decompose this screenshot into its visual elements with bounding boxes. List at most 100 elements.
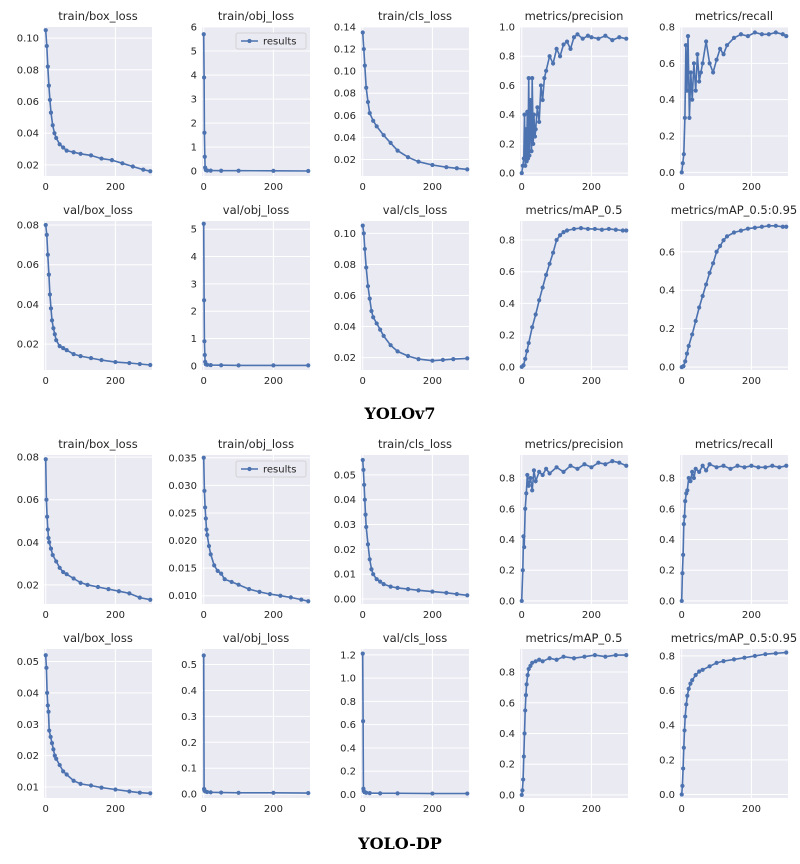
caption-yolo-dp: YOLO-DP bbox=[358, 834, 442, 853]
data-point bbox=[219, 363, 224, 368]
data-point bbox=[531, 468, 537, 473]
plot-area bbox=[680, 27, 788, 176]
data-point bbox=[416, 159, 421, 164]
y-tick-label: 0.03 bbox=[334, 520, 356, 531]
y-tick-label: 0.03 bbox=[17, 720, 39, 731]
x-tick-label: 0 bbox=[679, 182, 685, 193]
data-point bbox=[564, 39, 570, 44]
subplot-title: metrics/recall bbox=[695, 9, 773, 23]
data-point bbox=[369, 308, 374, 314]
data-point bbox=[416, 357, 421, 362]
data-point bbox=[378, 327, 383, 332]
data-point bbox=[592, 653, 598, 658]
data-point bbox=[71, 576, 76, 581]
data-point bbox=[267, 591, 273, 597]
data-point bbox=[523, 692, 529, 698]
data-point bbox=[550, 61, 556, 66]
y-tick-label: 0.06 bbox=[334, 291, 356, 302]
data-point bbox=[749, 463, 754, 468]
data-point bbox=[71, 150, 76, 155]
plot-area bbox=[680, 221, 788, 370]
plot-area bbox=[202, 221, 310, 370]
data-point bbox=[522, 545, 527, 550]
y-tick-label: 0.05 bbox=[17, 657, 39, 668]
data-point bbox=[564, 228, 570, 233]
data-point bbox=[43, 222, 48, 228]
plot-area bbox=[680, 649, 788, 798]
data-point bbox=[745, 226, 751, 231]
data-point bbox=[271, 790, 276, 795]
plot-area bbox=[44, 649, 152, 798]
data-point bbox=[444, 165, 449, 170]
data-point bbox=[271, 363, 276, 368]
x-tick-label: 200 bbox=[264, 804, 283, 815]
data-point bbox=[374, 321, 379, 326]
data-point bbox=[430, 791, 435, 796]
y-tick-label: 0.10 bbox=[334, 67, 356, 78]
data-point bbox=[582, 654, 587, 659]
data-point bbox=[364, 524, 369, 530]
y-tick-label: 0.2 bbox=[181, 738, 197, 749]
data-point bbox=[603, 33, 608, 38]
data-point bbox=[395, 148, 400, 153]
data-point bbox=[554, 46, 559, 52]
data-point bbox=[43, 28, 48, 33]
data-point bbox=[50, 552, 55, 558]
data-point bbox=[130, 164, 135, 169]
data-point bbox=[57, 762, 62, 768]
data-point bbox=[571, 656, 577, 661]
data-point bbox=[738, 228, 744, 233]
data-point bbox=[127, 789, 132, 794]
plot-area bbox=[44, 455, 152, 604]
data-point bbox=[521, 156, 526, 161]
plot-area bbox=[520, 27, 628, 176]
data-point bbox=[526, 76, 531, 81]
data-point bbox=[690, 97, 695, 102]
y-tick-label: 0.04 bbox=[17, 538, 39, 549]
data-point bbox=[681, 552, 686, 557]
y-tick-label: 1.0 bbox=[340, 674, 356, 685]
y-tick-label: 2 bbox=[191, 307, 197, 318]
data-point bbox=[47, 97, 53, 103]
data-point bbox=[45, 703, 50, 708]
data-point bbox=[54, 135, 59, 141]
data-point bbox=[45, 690, 50, 696]
data-point bbox=[714, 57, 719, 62]
plot-area bbox=[202, 455, 310, 604]
y-tick-label: 0.4 bbox=[499, 299, 515, 310]
y-tick-label: 0.2 bbox=[659, 566, 675, 577]
y-tick-label: 0.8 bbox=[659, 474, 675, 485]
y-tick-label: 0.02 bbox=[334, 545, 356, 556]
y-tick-label: 0.05 bbox=[334, 470, 356, 481]
data-point bbox=[544, 466, 549, 471]
data-point bbox=[682, 115, 687, 120]
subplot-13: 0.0 0.2 0.4 0.6 0.8 0 200 metrics/precision bbox=[499, 437, 629, 621]
x-tick-label: 0 bbox=[43, 804, 49, 815]
x-tick-label: 200 bbox=[582, 804, 601, 815]
data-point bbox=[205, 789, 210, 795]
y-tick-label: 5 bbox=[191, 225, 197, 236]
data-point bbox=[208, 790, 213, 795]
y-tick-label: 4 bbox=[191, 252, 197, 263]
subplot-3: 0.0 0.2 0.4 0.6 0.8 1.0 0 200 metrics/precision bbox=[499, 9, 629, 193]
y-tick-label: 0.1 bbox=[181, 764, 197, 775]
data-point bbox=[528, 663, 533, 668]
x-tick-label: 0 bbox=[519, 610, 525, 621]
data-point bbox=[537, 298, 542, 303]
data-point bbox=[148, 791, 153, 796]
data-point bbox=[680, 571, 685, 576]
data-point bbox=[687, 115, 692, 120]
data-point bbox=[44, 232, 49, 238]
data-point bbox=[550, 250, 556, 255]
x-tick-label: 200 bbox=[742, 182, 761, 193]
data-point bbox=[585, 226, 591, 232]
data-point bbox=[714, 465, 719, 470]
subplot-11: 0.010 0.015 0.020 0.025 0.030 0.035 0 200 train/… bbox=[168, 437, 311, 621]
data-point bbox=[78, 781, 83, 786]
data-point bbox=[717, 46, 723, 51]
data-point bbox=[679, 598, 684, 604]
data-point bbox=[773, 30, 778, 35]
data-point bbox=[537, 119, 542, 125]
data-point bbox=[388, 140, 393, 145]
data-point bbox=[141, 167, 146, 172]
